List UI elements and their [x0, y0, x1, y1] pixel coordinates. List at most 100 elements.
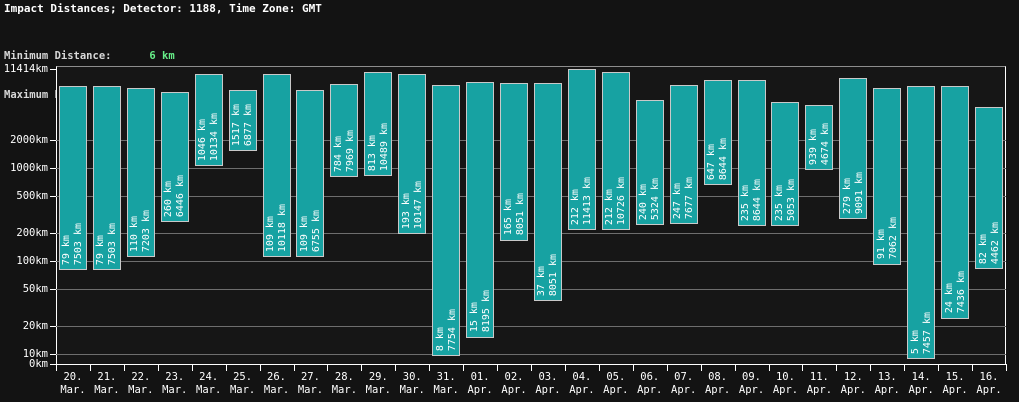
bar-max-label: 6755 km — [310, 210, 322, 253]
x-label-month: Mar. — [229, 384, 256, 396]
x-label-day: 20. — [63, 371, 83, 383]
x-axis-tick — [904, 364, 906, 371]
x-label-day: 13. — [877, 371, 897, 383]
y-axis-tick — [50, 167, 56, 169]
bar[interactable]: 15 km 8195 km — [466, 82, 495, 338]
bar[interactable]: 37 km 8051 km — [533, 83, 562, 302]
bar-value-labels: 193 km 10147 km — [399, 181, 425, 229]
x-axis-label: 31. Mar. — [429, 371, 463, 397]
y-axis-tick — [50, 364, 56, 365]
x-axis-label: 11. Apr. — [802, 371, 836, 397]
bar[interactable]: 212 km 10726 km — [601, 71, 630, 231]
x-label-month: Apr. — [637, 384, 663, 396]
bar-value-labels: 1046 km 10134 km — [196, 113, 222, 161]
bar[interactable]: 165 km 8051 km — [500, 83, 529, 241]
bar-min-label: 647 km — [706, 144, 718, 181]
bar-max-label: 9091 km — [853, 172, 865, 215]
bar-min-label: 165 km — [502, 199, 514, 236]
bar[interactable]: 110 km 7203 km — [126, 87, 155, 257]
gridline — [56, 195, 1006, 197]
x-axis-tick — [191, 364, 193, 371]
bar-max-label: 7503 km — [107, 223, 119, 266]
bar[interactable]: 1046 km 10134 km — [194, 73, 223, 166]
bar[interactable]: 813 km 10489 km — [364, 72, 393, 176]
x-label-month: Apr. — [704, 384, 731, 396]
bar-min-label: 109 km — [265, 216, 277, 253]
x-axis-label: 28. Mar. — [327, 371, 361, 397]
x-axis-label: 24. Mar. — [192, 371, 226, 397]
x-label-day: 12. — [843, 371, 863, 383]
bar-value-labels: 79 km 7503 km — [94, 223, 120, 265]
y-axis-tick — [50, 260, 56, 262]
x-label-day: 25. — [233, 371, 253, 383]
gridline — [56, 325, 1006, 327]
bar[interactable]: 784 km 7969 km — [330, 83, 359, 178]
bar[interactable]: 24 km 7436 km — [941, 86, 970, 319]
bar-value-labels: 647 km 8644 km — [705, 138, 731, 180]
bar[interactable]: 647 km 8644 km — [703, 80, 732, 186]
x-label-day: 24. — [199, 371, 219, 383]
bar[interactable]: 193 km 10147 km — [398, 73, 427, 235]
bar-value-labels: 91 km 7062 km — [874, 217, 900, 259]
bar-min-label: 939 km — [807, 128, 819, 166]
bar-max-label: 4674 km — [819, 122, 831, 166]
bar[interactable]: 82 km 4462 km — [975, 107, 1004, 269]
gridline — [56, 232, 1006, 234]
bar-min-label: 784 km — [332, 136, 344, 173]
bar-max-label: 8195 km — [480, 290, 492, 333]
bar[interactable]: 79 km 7503 km — [92, 85, 121, 271]
x-label-month: Apr. — [569, 384, 595, 396]
x-label-month: Apr. — [908, 384, 934, 396]
x-label-month: Apr. — [603, 384, 629, 396]
bar-max-label: 8644 km — [718, 138, 730, 181]
bar[interactable]: 260 km 6446 km — [160, 92, 189, 223]
bar[interactable]: 235 km 8644 km — [737, 80, 766, 227]
bar-value-labels: 235 km 8644 km — [739, 179, 765, 221]
bar-max-label: 7503 km — [73, 223, 85, 266]
y-axis-label: 1000km — [10, 161, 48, 174]
bar[interactable]: 5 km 7457 km — [907, 86, 936, 359]
bar[interactable]: 109 km 10118 km — [262, 73, 291, 258]
bar-value-labels: 1517 km 6877 km — [230, 104, 256, 146]
bar-max-label: 8051 km — [548, 253, 560, 297]
bar-min-label: 37 km — [536, 265, 548, 297]
x-axis-label: 13. Apr. — [870, 371, 904, 397]
x-label-month: Apr. — [772, 384, 799, 396]
bar-value-labels: 79 km 7503 km — [60, 223, 86, 265]
page-title: Impact Distances; Detector: 1188, Time Z… — [4, 2, 322, 15]
bar[interactable]: 79 km 7503 km — [58, 85, 87, 271]
bar[interactable]: 212 km 11413 km — [567, 69, 596, 231]
bar[interactable]: 247 km 7677 km — [669, 85, 698, 225]
y-axis-label: 20km — [22, 319, 48, 332]
x-label-day: 29. — [368, 371, 388, 383]
x-axis-label: 03. Apr. — [531, 371, 565, 397]
bar-max-label: 11413 km — [582, 177, 594, 226]
bar[interactable]: 939 km 4674 km — [805, 105, 834, 171]
bar[interactable]: 109 km 6755 km — [296, 90, 325, 258]
x-label-month: Mar. — [60, 384, 86, 396]
minimum-distance-value: 6 km — [111, 50, 175, 62]
bar[interactable]: 279 km 9091 km — [839, 78, 868, 220]
y-axis-tick — [50, 354, 56, 355]
x-label-month: Mar. — [128, 384, 154, 396]
bar[interactable]: 235 km 5053 km — [771, 101, 800, 227]
bar[interactable]: 91 km 7062 km — [873, 88, 902, 265]
minimum-distance-label: Minimum Distance: — [4, 50, 112, 62]
x-label-month: Apr. — [501, 384, 527, 396]
bar-max-label: 10147 km — [412, 180, 424, 230]
x-axis-label: 12. Apr. — [836, 371, 870, 397]
bar-value-labels: 212 km 11413 km — [569, 177, 595, 225]
minimum-distance-row: Minimum Distance: 6 km — [4, 50, 175, 63]
bar[interactable]: 1517 km 6877 km — [228, 89, 257, 151]
bar[interactable]: 8 km 7754 km — [432, 84, 461, 356]
y-axis-tick — [50, 69, 56, 70]
bar-max-label: 10489 km — [378, 122, 390, 171]
bar[interactable]: 240 km 5324 km — [635, 99, 664, 226]
bar-value-labels: 8 km 7754 km — [433, 309, 459, 351]
x-axis-tick — [89, 364, 91, 371]
x-axis-label: 10. Apr. — [769, 371, 803, 397]
x-axis-label: 02. Apr. — [497, 371, 531, 397]
bar-min-label: 109 km — [298, 216, 310, 253]
bar-min-label: 91 km — [875, 229, 887, 260]
